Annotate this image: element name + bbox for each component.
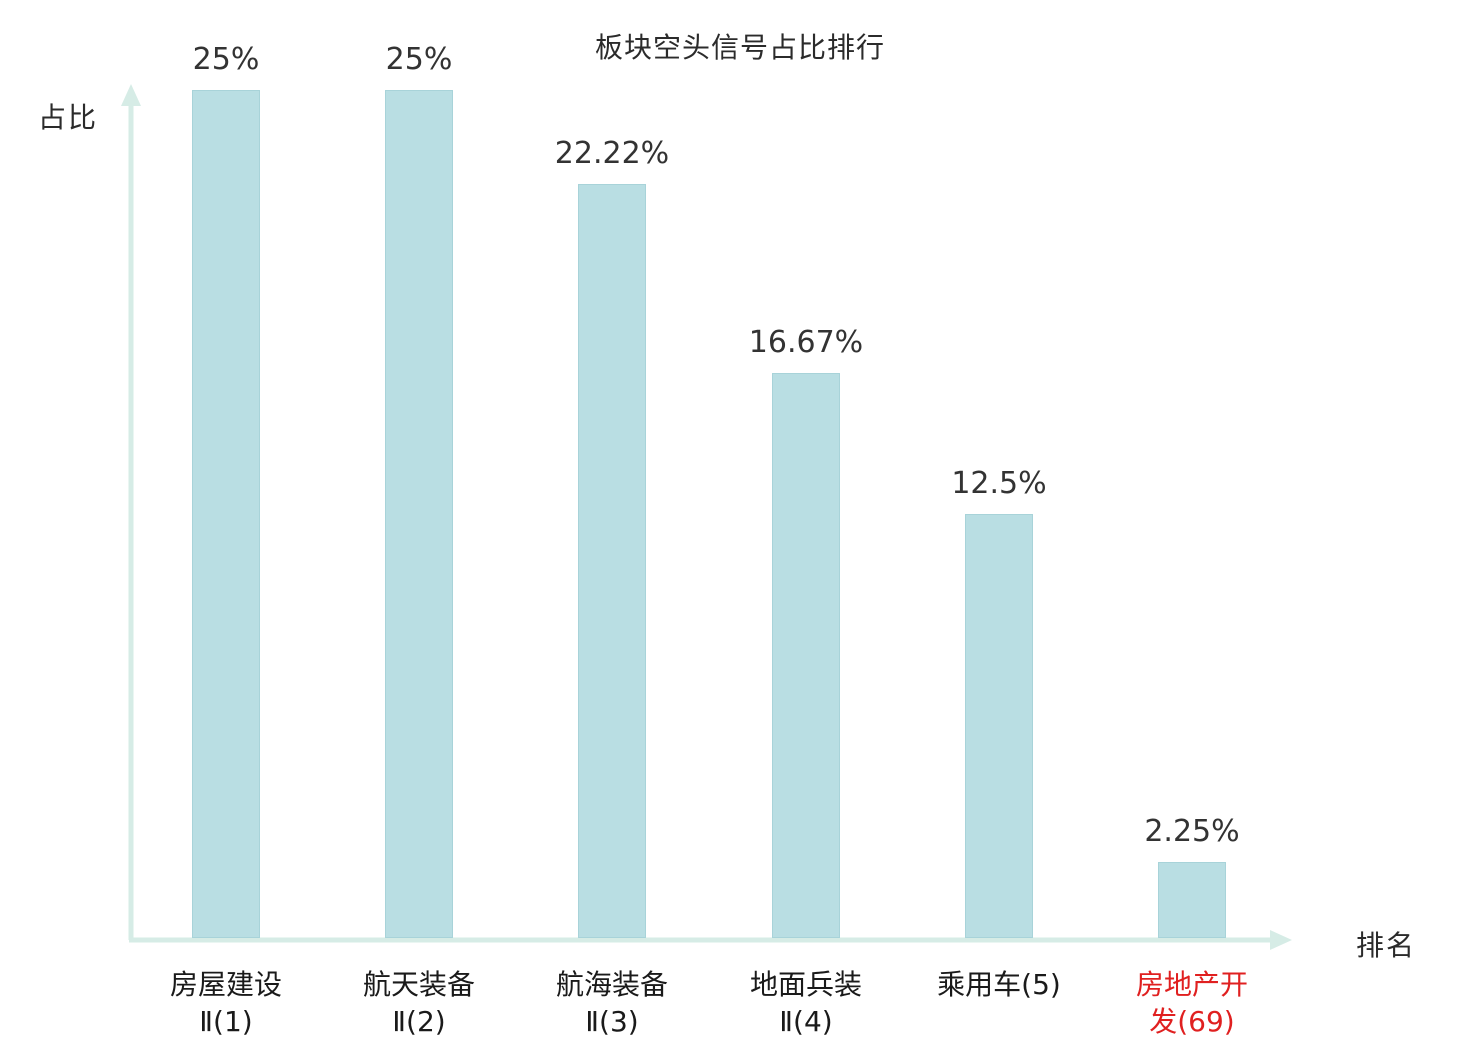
bar-value-label-6: 2.25% (1144, 814, 1240, 849)
y-axis-label: 占比 (38, 101, 99, 134)
category-label-4: 地面兵装 Ⅱ(4) (749, 968, 862, 1038)
bar-2 (385, 90, 453, 938)
x-axis-label: 排名 (1356, 929, 1417, 962)
category-label-6: 房地产开 发(69) (1135, 968, 1248, 1038)
bar-3 (578, 184, 646, 938)
bar-4 (772, 373, 840, 938)
bar-6 (1158, 862, 1226, 938)
chart-title: 板块空头信号占比排行 (594, 31, 885, 64)
bar-value-label-4: 16.67% (748, 325, 864, 360)
bar-value-label-5: 12.5% (951, 466, 1047, 501)
category-label-2: 航天装备 Ⅱ(2) (362, 968, 475, 1038)
category-label-3: 航海装备 Ⅱ(3) (555, 968, 668, 1038)
bar-5 (965, 514, 1033, 938)
bar-value-label-3: 22.22% (554, 136, 670, 171)
category-label-1: 房屋建设 Ⅱ(1) (169, 968, 282, 1038)
bar-1 (192, 90, 260, 938)
category-label-5: 乘用车(5) (937, 968, 1061, 1001)
bar-value-label-2: 25% (385, 42, 453, 77)
y-axis-arrow-icon (121, 84, 141, 106)
x-axis-arrow-icon (1270, 930, 1292, 950)
bar-value-label-1: 25% (192, 42, 260, 77)
